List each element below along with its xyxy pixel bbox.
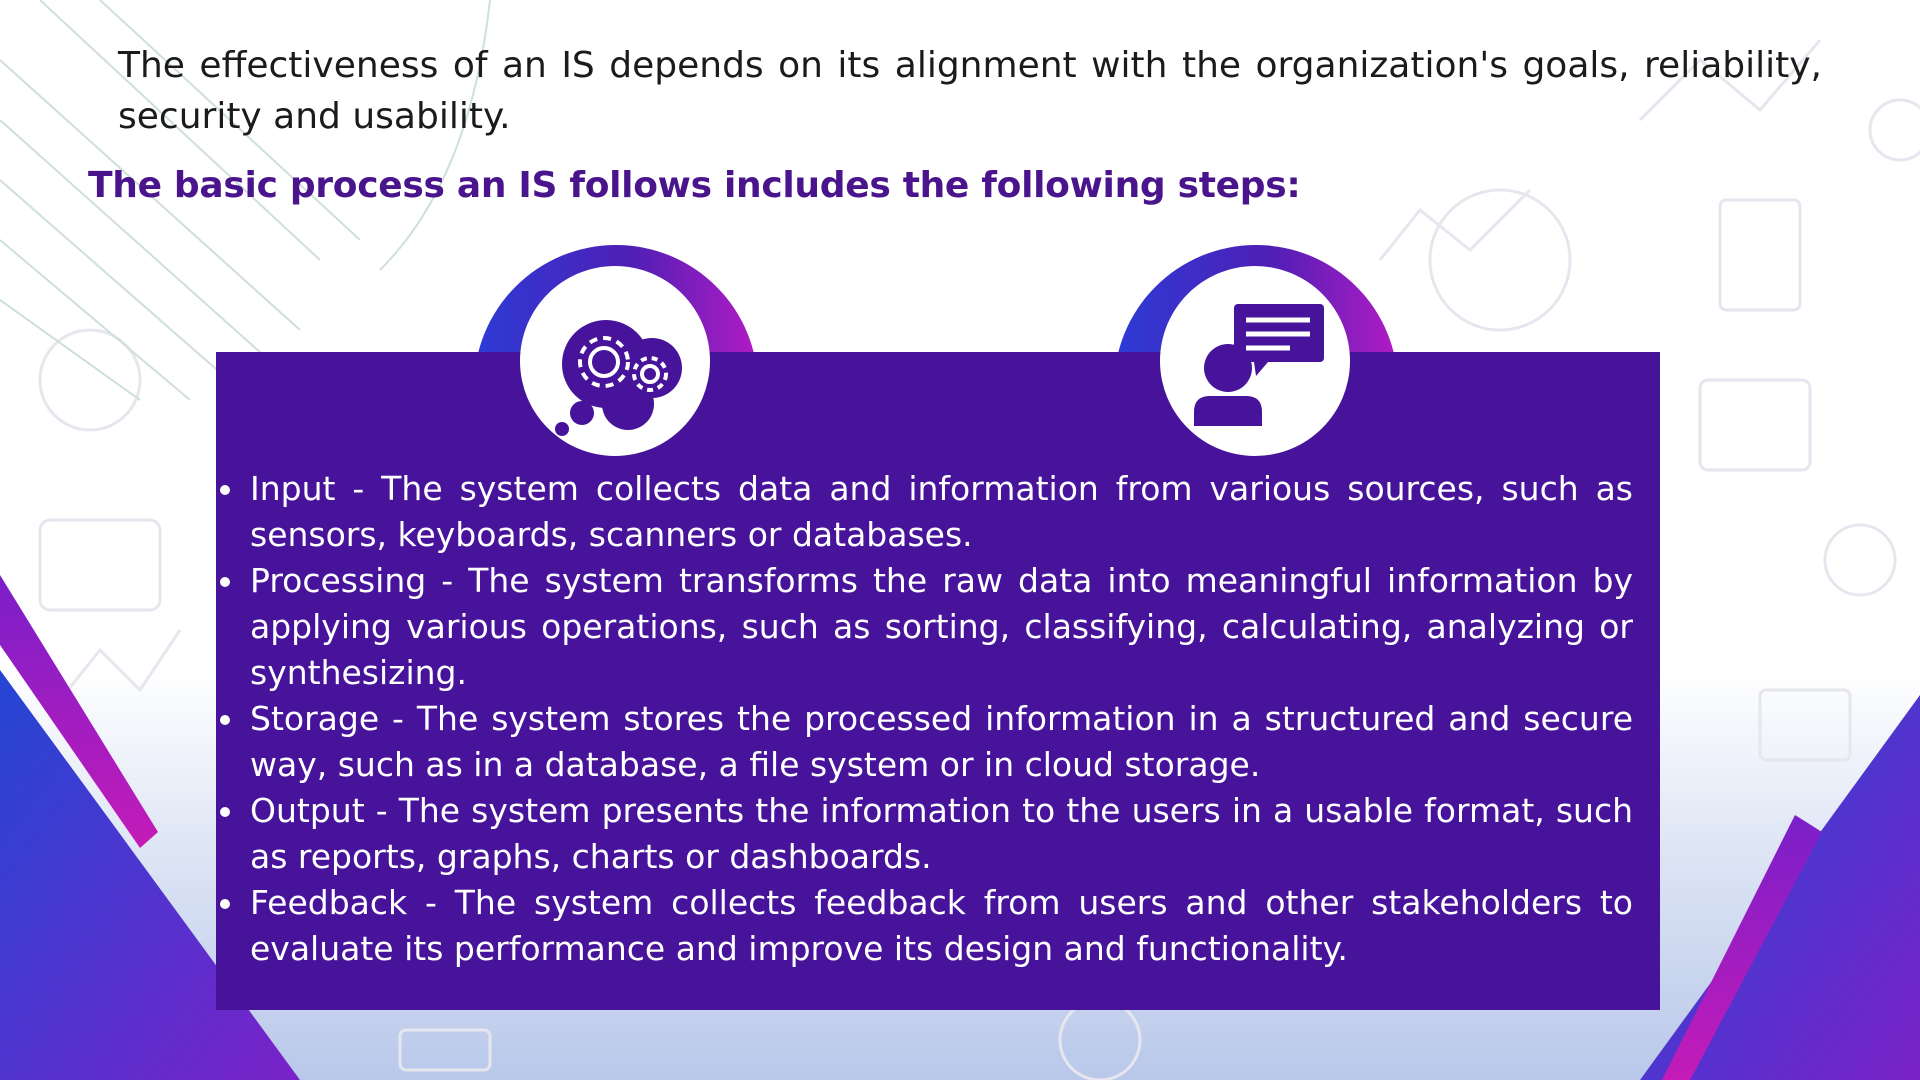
list-item: Feedback - The system collects feedback … <box>220 880 1633 972</box>
bullet-icon <box>220 485 230 495</box>
list-item: Input - The system collects data and inf… <box>220 466 1633 558</box>
step-feedback-text: Feedback - The system collects feedback … <box>250 883 1633 968</box>
intro-paragraph: The effectiveness of an IS depends on it… <box>118 45 1822 137</box>
person-speech-bubble-icon <box>1194 304 1324 426</box>
steps-panel <box>216 352 1660 1010</box>
user-message-icon-badge <box>1160 266 1350 456</box>
bullet-icon <box>220 577 230 587</box>
bullet-icon <box>220 899 230 909</box>
step-storage-text: Storage - The system stores the processe… <box>250 699 1633 784</box>
bullet-icon <box>220 807 230 817</box>
step-input-text: Input - The system collects data and inf… <box>250 469 1633 554</box>
step-processing-text: Processing - The system transforms the r… <box>250 561 1633 692</box>
list-item: Processing - The system transforms the r… <box>220 558 1633 696</box>
list-item: Storage - The system stores the processe… <box>220 696 1633 788</box>
steps-list: Input - The system collects data and inf… <box>220 466 1633 972</box>
gears-icon-badge <box>520 266 710 456</box>
step-output-text: Output - The system presents the informa… <box>250 791 1633 876</box>
list-item: Output - The system presents the informa… <box>220 788 1633 880</box>
gears-thought-bubble-icon <box>555 320 682 436</box>
section-heading: The basic process an IS follows includes… <box>88 165 1301 206</box>
bullet-icon <box>220 715 230 725</box>
